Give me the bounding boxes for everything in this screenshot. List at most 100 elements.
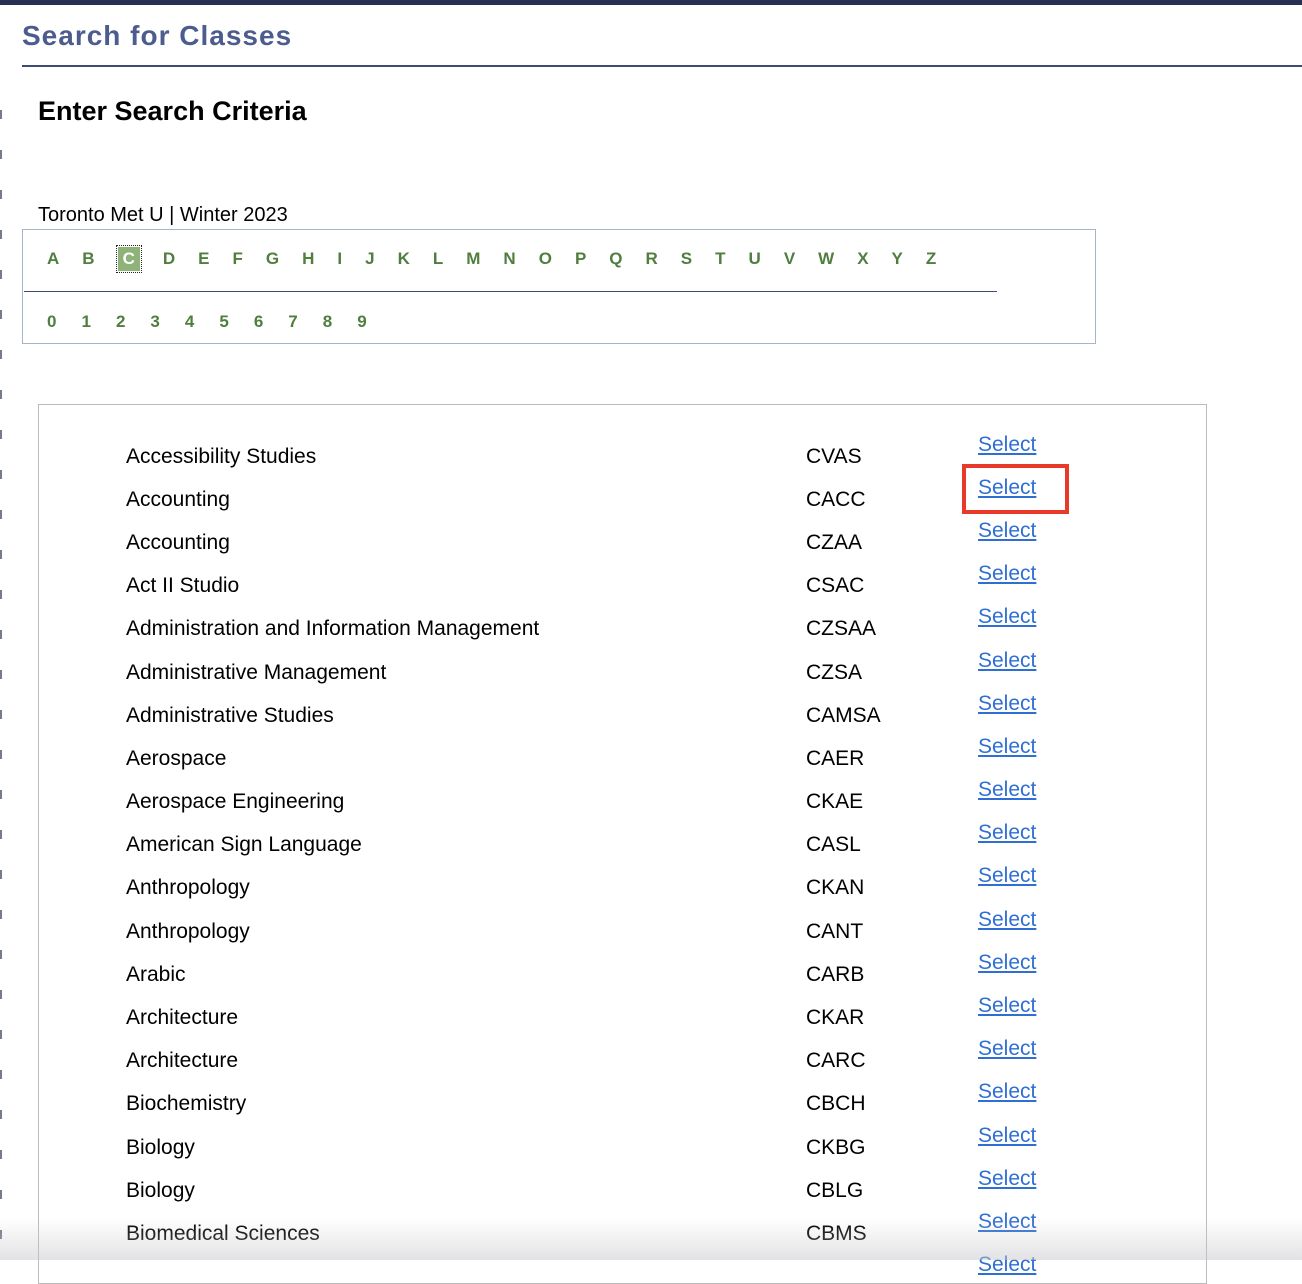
letter-link-p[interactable]: P <box>574 249 587 268</box>
select-link[interactable]: Select <box>978 778 1037 802</box>
select-link[interactable]: Select <box>978 1166 1037 1190</box>
select-link[interactable]: Select <box>978 1253 1037 1277</box>
page-title: Search for Classes <box>22 20 293 51</box>
subject-code: CAER <box>806 746 865 770</box>
subject-code: CSAC <box>806 574 865 598</box>
left-edge-decoration <box>0 110 2 1260</box>
digit-link-9[interactable]: 9 <box>357 312 367 331</box>
digit-link-1[interactable]: 1 <box>81 312 91 331</box>
letter-link-d[interactable]: D <box>162 249 176 268</box>
digit-link-8[interactable]: 8 <box>322 312 333 331</box>
digit-link-0[interactable]: 0 <box>47 312 57 331</box>
letter-link-k[interactable]: K <box>397 249 410 268</box>
digit-link-4[interactable]: 4 <box>184 312 195 331</box>
select-link[interactable]: Select <box>978 994 1037 1018</box>
subject-row: Aerospace Engineering CKAE Select <box>39 778 1206 824</box>
select-link[interactable]: Select <box>978 1037 1037 1061</box>
letter-row: A B C D E F G H I J K L M N O P Q R S T U V W X Y Z <box>23 245 1095 273</box>
subject-results-panel: Accessibility Studies CVAS Select Accoun… <box>38 404 1207 1284</box>
letter-link-n[interactable]: N <box>503 249 516 268</box>
select-link[interactable]: Select <box>978 907 1037 931</box>
letter-link-i[interactable]: I <box>337 249 343 268</box>
digit-row: 0 1 2 3 4 5 6 7 8 9 <box>23 310 1095 334</box>
select-link[interactable]: Select <box>978 562 1037 586</box>
subject-name: Arabic <box>126 962 186 986</box>
select-link[interactable]: Select <box>978 648 1037 672</box>
subject-name: Act II Studio <box>126 574 240 598</box>
subject-code: CANT <box>806 919 864 943</box>
subject-row: Administration and Information Managemen… <box>39 605 1206 651</box>
select-link[interactable]: Select <box>978 734 1037 758</box>
letter-link-a[interactable]: A <box>47 249 60 268</box>
select-cell: Select <box>978 994 1036 1018</box>
select-link[interactable]: Select <box>978 432 1037 456</box>
subject-row: American Sign Language CASL Select <box>39 821 1206 867</box>
subject-row: Biochemistry CBCH Select <box>39 1080 1206 1126</box>
section-heading: Enter Search Criteria <box>38 96 307 126</box>
select-link[interactable]: Select <box>978 950 1037 974</box>
letter-link-r[interactable]: R <box>645 249 658 268</box>
letter-link-g[interactable]: G <box>265 249 280 268</box>
subject-row: Architecture CARC Select <box>39 1037 1206 1083</box>
subject-code: CZAA <box>806 530 863 554</box>
letter-link-e[interactable]: E <box>198 249 210 268</box>
digit-link-5[interactable]: 5 <box>219 312 229 331</box>
subject-code: CARB <box>806 962 865 986</box>
letter-link-y[interactable]: Y <box>891 249 903 268</box>
select-link[interactable]: Select <box>978 475 1037 499</box>
letter-link-c[interactable]: C <box>115 245 142 273</box>
select-cell: Select <box>978 692 1036 716</box>
subject-name: Administration and Information Managemen… <box>126 617 540 641</box>
select-link[interactable]: Select <box>978 1209 1037 1233</box>
subject-name: Administrative Studies <box>126 703 334 727</box>
letter-link-w[interactable]: W <box>818 249 835 268</box>
letter-link-z[interactable]: Z <box>925 249 937 268</box>
subject-name: Administrative Management <box>126 660 387 684</box>
institution-term-label: Toronto Met U | Winter 2023 <box>38 204 288 226</box>
subject-row: Accounting CACC Select <box>39 463 1206 521</box>
subject-code: CKBG <box>806 1135 866 1159</box>
select-cell: Select <box>978 605 1036 629</box>
digit-link-2[interactable]: 2 <box>115 312 126 331</box>
subject-row: Arabic CARB Select <box>39 951 1206 996</box>
select-cell: Select <box>978 951 1036 975</box>
digit-link-7[interactable]: 7 <box>288 312 298 331</box>
letter-link-h[interactable]: H <box>302 249 315 268</box>
subject-code: CVAS <box>806 444 862 468</box>
letter-link-v[interactable]: V <box>783 249 796 268</box>
letter-link-l[interactable]: L <box>432 249 444 268</box>
subject-code: CKAR <box>806 1006 865 1030</box>
letter-link-j[interactable]: J <box>365 249 375 268</box>
letter-link-q[interactable]: Q <box>609 249 623 268</box>
subject-row: Anthropology CANT Select <box>39 908 1206 953</box>
select-cell: Select <box>978 908 1036 932</box>
select-cell: Select <box>978 864 1036 888</box>
select-cell: Select <box>978 1167 1036 1191</box>
select-cell: Select <box>978 1037 1036 1061</box>
select-link[interactable]: Select <box>978 1123 1037 1147</box>
letter-link-s[interactable]: S <box>680 249 693 268</box>
subject-name: Biology <box>126 1135 195 1159</box>
digit-link-3[interactable]: 3 <box>150 312 160 331</box>
letter-link-f[interactable]: F <box>232 249 243 268</box>
letter-link-b[interactable]: B <box>82 249 95 268</box>
letter-link-m[interactable]: M <box>466 249 481 268</box>
select-link[interactable]: Select <box>978 518 1037 542</box>
subject-row: Aerospace CAER Select <box>39 734 1206 780</box>
letter-link-o[interactable]: O <box>538 249 552 268</box>
subject-row: Accounting CZAA Select <box>39 518 1206 564</box>
select-link[interactable]: Select <box>978 864 1037 888</box>
subject-code: CBMS <box>806 1221 867 1245</box>
letter-link-t[interactable]: T <box>715 249 726 268</box>
subject-code: CARC <box>806 1049 866 1073</box>
alphabet-divider <box>24 291 997 292</box>
select-link[interactable]: Select <box>978 1080 1037 1104</box>
digit-link-6[interactable]: 6 <box>253 312 264 331</box>
letter-link-x[interactable]: X <box>857 249 869 268</box>
subject-code: CASL <box>806 833 861 857</box>
select-link[interactable]: Select <box>978 821 1037 845</box>
select-link[interactable]: Select <box>978 691 1037 715</box>
letter-link-u[interactable]: U <box>748 249 761 268</box>
select-link[interactable]: Select <box>978 605 1037 629</box>
subject-row: Anthropology CKAN Select <box>39 864 1206 910</box>
